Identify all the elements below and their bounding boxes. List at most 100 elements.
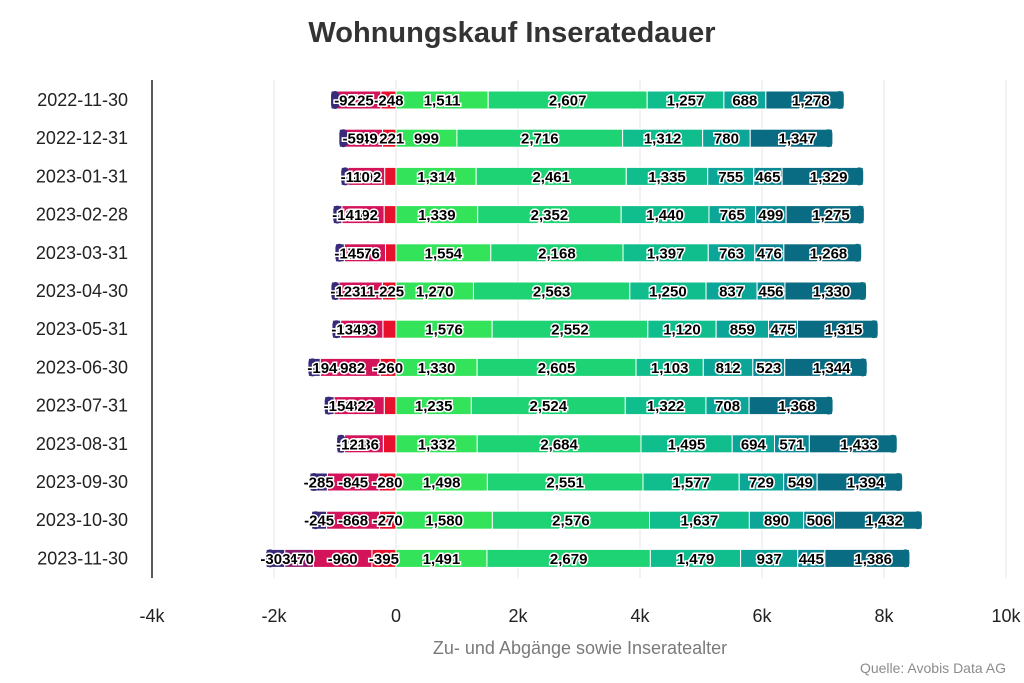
bar-segment bbox=[382, 319, 397, 339]
x-tick-label: -4k bbox=[139, 606, 165, 626]
data-label: -186 bbox=[340, 169, 370, 186]
bar-cap bbox=[858, 282, 867, 300]
data-label: -194 bbox=[307, 360, 338, 377]
data-label: 1,270 bbox=[416, 284, 454, 301]
data-label: 999 bbox=[414, 131, 439, 148]
bar-cap bbox=[855, 167, 864, 186]
data-label: 1,479 bbox=[677, 551, 715, 568]
data-label: -711 bbox=[346, 284, 375, 301]
category-label: 2023-05-31 bbox=[36, 319, 128, 339]
data-label: 1,332 bbox=[418, 436, 456, 453]
data-label: -868 bbox=[338, 513, 368, 530]
data-label: -145 bbox=[334, 245, 364, 262]
data-label: 2,605 bbox=[538, 360, 576, 377]
bar-cap bbox=[333, 205, 342, 224]
category-label: 2023-03-31 bbox=[36, 243, 128, 263]
data-label: -470 bbox=[284, 551, 314, 568]
data-label: -245 bbox=[304, 513, 334, 530]
bar-segment bbox=[797, 319, 879, 339]
data-label: -285 bbox=[304, 475, 334, 492]
data-label: 1,347 bbox=[779, 131, 817, 148]
x-tick-label: 4k bbox=[630, 606, 650, 626]
data-label: 1,278 bbox=[792, 93, 830, 110]
category-label: 2023-01-31 bbox=[36, 166, 128, 186]
bar-cap bbox=[266, 549, 275, 568]
bar-cap bbox=[332, 320, 341, 339]
data-label: -121 bbox=[336, 436, 366, 453]
bar-segment bbox=[384, 166, 397, 186]
data-label: 1,312 bbox=[644, 131, 682, 148]
data-label: -692 bbox=[348, 207, 378, 224]
data-label: -141 bbox=[332, 207, 362, 224]
category-label: 2023-06-30 bbox=[36, 357, 128, 377]
data-label: 2,563 bbox=[533, 284, 571, 301]
data-label: 937 bbox=[757, 551, 782, 568]
source-note: Quelle: Avobis Data AG bbox=[860, 660, 1006, 676]
data-label: -725 bbox=[344, 93, 374, 110]
data-label: 2,551 bbox=[546, 475, 584, 492]
data-label: 2,352 bbox=[531, 207, 569, 224]
data-label: -845 bbox=[338, 475, 368, 492]
category-label: 2023-11-30 bbox=[37, 548, 128, 568]
data-label: -602 bbox=[351, 169, 381, 186]
bar-cap bbox=[324, 396, 333, 415]
data-label: 1,330 bbox=[813, 284, 851, 301]
bar-cap bbox=[901, 549, 910, 568]
bar-cap bbox=[835, 91, 844, 109]
data-label: 755 bbox=[718, 169, 743, 186]
data-label: -59 bbox=[342, 131, 364, 148]
data-label: 2,461 bbox=[532, 169, 570, 186]
bar-segment bbox=[383, 205, 397, 225]
bar-cap bbox=[341, 167, 350, 186]
bar-cap bbox=[913, 511, 922, 530]
bar-cap bbox=[853, 243, 862, 262]
data-label: 1,394 bbox=[847, 475, 885, 492]
data-label: 1,339 bbox=[418, 207, 456, 224]
data-label: 1,257 bbox=[667, 93, 705, 110]
x-tick-label: 2k bbox=[508, 606, 528, 626]
data-label: -193 bbox=[324, 398, 354, 415]
data-label: 1,368 bbox=[778, 398, 816, 415]
category-label: 2023-07-31 bbox=[36, 396, 128, 416]
data-label: -123 bbox=[330, 284, 360, 301]
data-label: 1,103 bbox=[651, 360, 689, 377]
data-label: -395 bbox=[369, 551, 399, 568]
bar-cap bbox=[337, 434, 346, 453]
data-label: -92 bbox=[334, 93, 356, 110]
x-tick-label: 10k bbox=[991, 606, 1021, 626]
data-label: 1,580 bbox=[425, 513, 463, 530]
data-label: 1,498 bbox=[423, 475, 461, 492]
x-axis-label: Zu- und Abgänge sowie Inseratealter bbox=[433, 638, 727, 658]
data-label: 694 bbox=[741, 436, 767, 453]
data-label: 2,684 bbox=[540, 436, 578, 453]
data-label: 688 bbox=[732, 93, 757, 110]
data-label: 1,637 bbox=[681, 513, 719, 530]
data-label: 1,491 bbox=[423, 551, 461, 568]
bar-cap bbox=[888, 434, 897, 453]
data-label: -960 bbox=[328, 551, 358, 568]
data-label: 812 bbox=[716, 360, 741, 377]
data-label: 1,440 bbox=[646, 207, 684, 224]
data-label: 765 bbox=[720, 207, 745, 224]
data-label: 2,524 bbox=[530, 398, 568, 415]
data-label: 523 bbox=[756, 360, 781, 377]
data-label: -303 bbox=[260, 551, 290, 568]
x-tick-labels: -4k -2k 0 2k 4k 6k 8k 10k bbox=[139, 606, 1021, 626]
data-label: -260 bbox=[373, 360, 403, 377]
data-label: 890 bbox=[764, 513, 789, 530]
data-label: 780 bbox=[714, 131, 739, 148]
bar-cap bbox=[335, 243, 344, 262]
data-label: -693 bbox=[347, 322, 377, 339]
data-label: 1,275 bbox=[812, 207, 850, 224]
data-label: 1,329 bbox=[810, 169, 848, 186]
data-label: 1,335 bbox=[648, 169, 686, 186]
bar-cap bbox=[331, 91, 340, 109]
data-label: -134 bbox=[331, 322, 362, 339]
data-label: -822 bbox=[344, 398, 374, 415]
data-label: 1,386 bbox=[854, 551, 892, 568]
category-label: 2023-02-28 bbox=[36, 205, 128, 225]
data-label: -195 bbox=[332, 207, 362, 224]
data-label: 465 bbox=[755, 169, 780, 186]
data-label: 1,397 bbox=[647, 245, 685, 262]
